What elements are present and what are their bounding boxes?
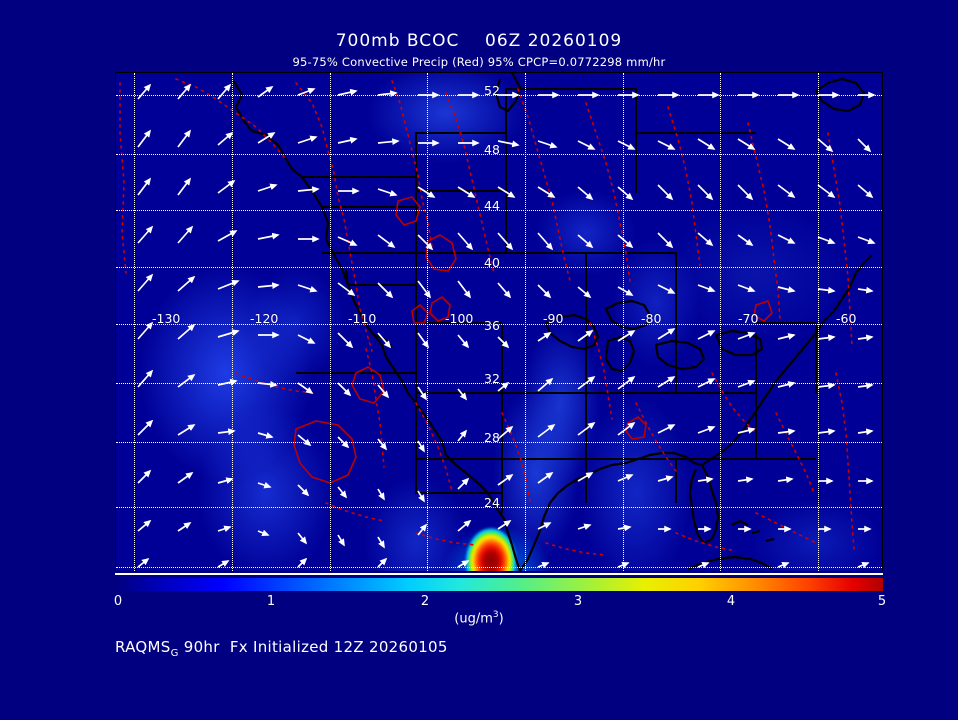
- gridline-lon-70: [720, 73, 721, 571]
- gridline-lon-130: [134, 73, 135, 571]
- gridline-lat-52: [116, 95, 882, 96]
- lon-label--60: -60: [836, 311, 857, 326]
- model-subscript: G: [170, 648, 179, 659]
- gridline-lon-90: [525, 73, 526, 571]
- colorbar-tick-3: 3: [573, 594, 583, 609]
- lon-label--90: -90: [543, 311, 564, 326]
- lon-label--120: -120: [250, 311, 279, 326]
- gridline-lat-36: [116, 324, 882, 325]
- lon-label--80: -80: [641, 311, 662, 326]
- colorbar-top-rule: [115, 573, 883, 575]
- footer-detail: 90hr Fx Initialized 12Z 20260105: [178, 638, 448, 656]
- unit-prefix: (ug/m: [454, 611, 493, 627]
- lat-label-40: 40: [484, 255, 500, 270]
- lat-label-52: 52: [484, 83, 500, 98]
- gridline-lat-24: [116, 507, 882, 508]
- page-subtitle: 95-75% Convective Precip (Red) 95% CPCP=…: [292, 55, 666, 69]
- colorbar-tick-2: 2: [420, 594, 430, 609]
- lat-label-28: 28: [484, 430, 500, 445]
- colorbar-tick-4: 4: [726, 594, 736, 609]
- wind-vector-layer: [137, 83, 876, 569]
- convective-plume-hotspot: [426, 493, 556, 571]
- map-panel: 52 48 44 40 36 32 28 24 -130 -120 -110 -…: [115, 72, 883, 572]
- model-footer: RAQMSG 90hr Fx Initialized 12Z 20260105: [115, 638, 448, 659]
- unit-suffix: ): [498, 611, 504, 627]
- unit-exponent: 3: [492, 610, 499, 620]
- gridline-lat-48: [116, 154, 882, 155]
- colorbar: [115, 578, 883, 591]
- lat-label-48: 48: [484, 142, 500, 157]
- gridline-lon-60: [818, 73, 819, 571]
- gridline-lat-44: [116, 210, 882, 211]
- lon-label--130: -130: [152, 311, 181, 326]
- colorbar-tick-5: 5: [877, 594, 887, 609]
- lat-label-24: 24: [484, 495, 500, 510]
- gridline-lat-20: [116, 567, 882, 568]
- page-title: 700mb BCOC 06Z 20260109: [335, 31, 623, 51]
- lon-label--70: -70: [738, 311, 759, 326]
- colorbar-tick-0: 0: [113, 594, 123, 609]
- map-canvas: 52 48 44 40 36 32 28 24 -130 -120 -110 -…: [116, 73, 882, 571]
- gridline-lon-80: [623, 73, 624, 571]
- colorbar-tick-1: 1: [266, 594, 276, 609]
- gridline-lat-32: [116, 383, 882, 384]
- gridline-lon-110: [330, 73, 331, 571]
- model-name: RAQMS: [115, 638, 171, 656]
- lat-label-36: 36: [484, 318, 500, 333]
- gridline-lon-120: [232, 73, 233, 571]
- lat-label-32: 32: [484, 371, 500, 386]
- lat-label-44: 44: [484, 198, 500, 213]
- gridline-lat-40: [116, 267, 882, 268]
- gridline-lat-28: [116, 442, 882, 443]
- lon-label--110: -110: [348, 311, 377, 326]
- lon-label--100: -100: [445, 311, 474, 326]
- colorbar-unit-label: (ug/m3): [0, 610, 958, 626]
- gridline-lon-100: [427, 73, 428, 571]
